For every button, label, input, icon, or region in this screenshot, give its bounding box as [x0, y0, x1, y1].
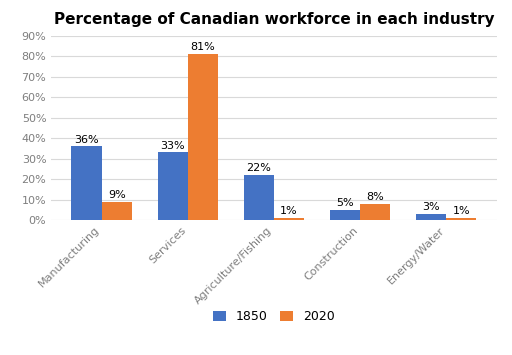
Bar	[101, 202, 132, 220]
Bar	[274, 218, 304, 220]
Bar	[244, 175, 274, 220]
Text: 33%: 33%	[160, 141, 185, 151]
Bar	[330, 210, 360, 220]
Text: 5%: 5%	[336, 198, 354, 208]
Bar	[72, 146, 101, 220]
Text: 81%: 81%	[190, 42, 215, 52]
Legend: 1850, 2020: 1850, 2020	[208, 305, 339, 328]
Bar	[158, 152, 188, 220]
Bar	[188, 54, 218, 220]
Title: Percentage of Canadian workforce in each industry: Percentage of Canadian workforce in each…	[54, 12, 494, 27]
Text: 1%: 1%	[453, 206, 470, 217]
Bar	[360, 204, 390, 220]
Text: 8%: 8%	[366, 192, 384, 202]
Bar	[416, 214, 446, 220]
Text: 22%: 22%	[246, 163, 271, 173]
Text: 9%: 9%	[108, 190, 125, 200]
Bar	[446, 218, 476, 220]
Text: 36%: 36%	[74, 135, 99, 144]
Text: 3%: 3%	[422, 202, 440, 212]
Text: 1%: 1%	[280, 206, 298, 217]
